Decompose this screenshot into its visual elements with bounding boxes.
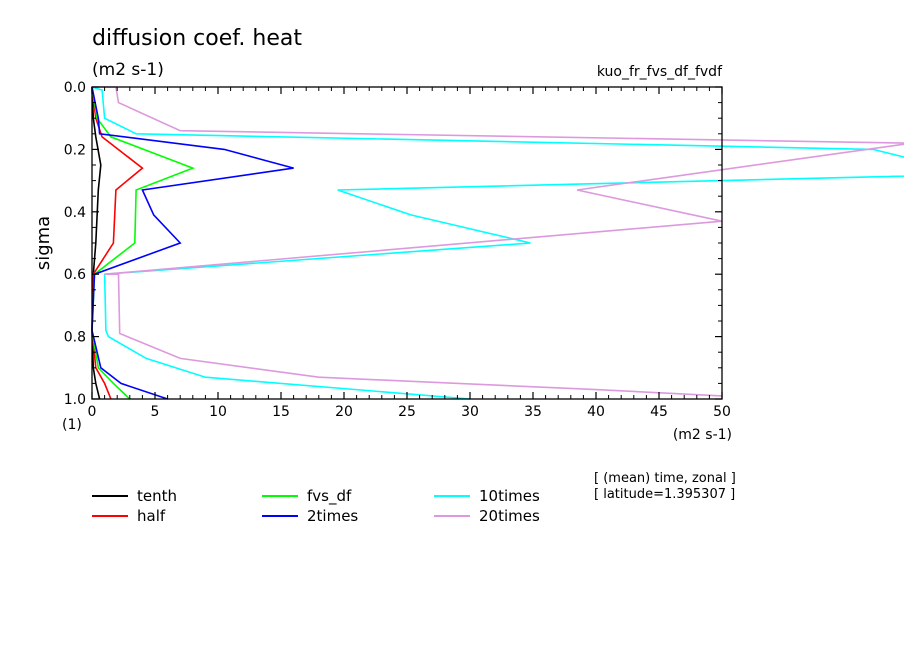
y-tick-label: 1.0 — [64, 392, 86, 408]
series-line-2times — [91, 86, 294, 400]
legend-label-fvs_df: fvs_df — [307, 487, 352, 506]
chart-units: (m2 s-1) — [92, 60, 164, 80]
x-tick-label: 45 — [650, 404, 668, 420]
x-tick-label: 35 — [524, 404, 542, 420]
legend-label-tenth: tenth — [137, 487, 177, 505]
x-tick-label: 20 — [335, 404, 353, 420]
x-axis-label: (m2 s-1) — [673, 427, 732, 443]
axes-layer: 0 5 10 15 20 25 30 35 40 45 50 0.0 0.2 0.4 0.6 0.8 1.0 — [64, 80, 731, 420]
legend-label-10times: 10times — [479, 487, 540, 505]
y-axis-units: (1) — [62, 417, 82, 433]
info-line-latitude: [ latitude=1.395307 ] — [594, 487, 735, 502]
y-tick-label: 0.2 — [64, 142, 86, 158]
x-tick-label: 15 — [272, 404, 290, 420]
x-tick-label: 40 — [587, 404, 605, 420]
y-tick-label: 0.0 — [64, 80, 86, 96]
x-tick-label: 50 — [713, 404, 731, 420]
x-tick-label: 5 — [151, 404, 160, 420]
x-tick-label: 30 — [461, 404, 479, 420]
series-line-fvs_df — [91, 86, 196, 400]
chart-title: diffusion coef. heat — [92, 26, 302, 51]
x-tick-label: 10 — [209, 404, 227, 420]
legend-label-2times: 2times — [307, 507, 358, 525]
experiment-label: kuo_fr_fvs_df_fvdf — [597, 64, 723, 80]
y-tick-label: 0.8 — [64, 330, 86, 346]
x-tick-label: 25 — [398, 404, 416, 420]
legend-label-20times: 20times — [479, 507, 540, 525]
legend-label-half: half — [137, 507, 166, 525]
info-line-time: [ (mean) time, zonal ] — [594, 471, 736, 486]
y-axis-label: sigma — [33, 216, 54, 270]
series-line-10times — [91, 86, 904, 400]
series-line-20times — [92, 86, 904, 397]
series-layer — [91, 86, 904, 400]
x-tick-label: 0 — [88, 404, 97, 420]
y-tick-label: 0.6 — [64, 267, 86, 283]
y-tick-label: 0.4 — [64, 205, 86, 221]
